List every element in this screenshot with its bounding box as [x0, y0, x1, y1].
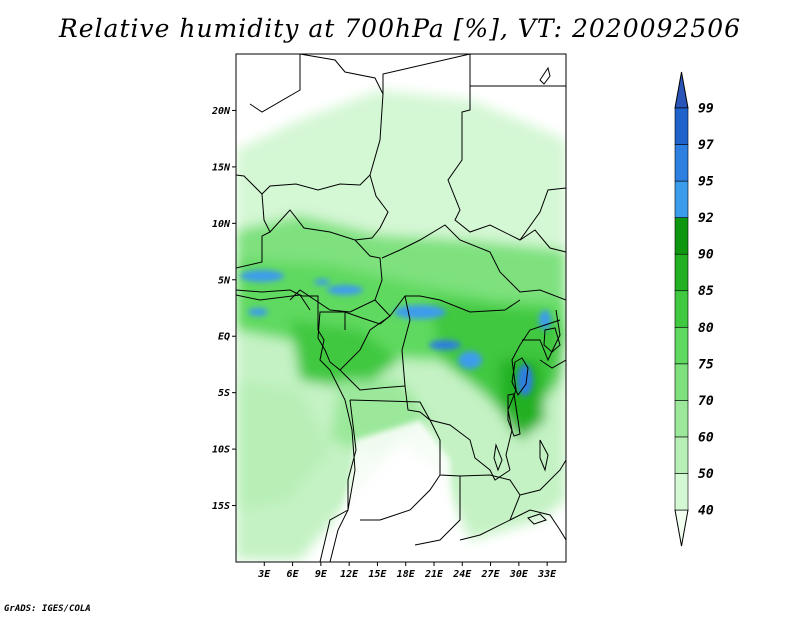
longitude-ticks: 3E 6E 9E 12E 15E 18E 21E 24E 27E 30E 33E	[257, 562, 557, 580]
colorbar-bottom-triangle	[674, 509, 689, 547]
colorbar-level-label: 50	[698, 467, 714, 482]
lat-tick-label: 5S	[218, 388, 230, 399]
coastline	[236, 66, 551, 562]
colorbar-level-label: 90	[698, 248, 714, 263]
colorbar-level-label: 60	[698, 430, 714, 445]
humidity-field	[236, 54, 566, 562]
colorbar-level-label: 85	[698, 284, 714, 299]
colorbar-top-triangle	[674, 71, 689, 109]
lat-tick-label: 10N	[212, 219, 231, 230]
lon-tick-label: 9E	[315, 569, 328, 580]
lat-tick-label: 10S	[212, 445, 230, 456]
colorbar: 40 50 60 70 75 80 85 90 92 95 97 99	[674, 71, 714, 547]
colorbar-band	[674, 363, 689, 401]
colorbar-band	[674, 326, 689, 365]
lon-tick-label: 30E	[509, 569, 529, 580]
colorbar-level-label: 75	[698, 357, 714, 372]
lat-tick-label: EQ	[218, 332, 230, 343]
colorbar-level-label: 70	[698, 394, 714, 409]
lon-tick-label: 3E	[257, 569, 271, 580]
colorbar-band	[674, 107, 689, 145]
lon-tick-label: 15E	[368, 569, 387, 580]
colorbar-band	[674, 290, 689, 328]
map-title: Relative humidity at 700hPa [%], VT: 202…	[58, 14, 742, 43]
colorbar-band	[674, 253, 689, 292]
credit-text: GrADS: IGES/COLA	[4, 604, 91, 614]
lakes	[493, 327, 561, 525]
colorbar-level-label: 40	[698, 504, 714, 519]
lon-tick-label: 24E	[452, 569, 472, 580]
colorbar-level-label: 99	[698, 102, 714, 117]
lon-tick-label: 12E	[340, 569, 359, 580]
lon-tick-label: 27E	[481, 569, 501, 580]
colorbar-band	[674, 144, 689, 182]
lon-tick-label: 21E	[424, 569, 444, 580]
lat-tick-label: 15S	[212, 501, 230, 512]
colorbar-band	[674, 217, 689, 255]
lon-tick-label: 33E	[537, 569, 557, 580]
lon-tick-label: 6E	[287, 569, 300, 580]
country-borders	[236, 54, 566, 562]
colorbar-level-label: 97	[698, 138, 714, 153]
colorbar-band	[674, 436, 689, 474]
colorbar-level-label: 80	[698, 321, 714, 336]
lat-tick-label: 5N	[218, 275, 231, 286]
colorbar-band	[674, 473, 689, 511]
colorbar-band	[674, 180, 689, 218]
colorbar-band	[674, 400, 689, 438]
colorbar-level-label: 95	[698, 175, 714, 190]
latitude-ticks: 20N 15N 10N 5N EQ 5S 10S 15S	[211, 106, 236, 512]
colorbar-level-label: 92	[698, 211, 714, 226]
lat-tick-label: 20N	[211, 106, 231, 117]
lat-tick-label: 15N	[212, 162, 231, 173]
lon-tick-label: 18E	[397, 569, 416, 580]
map-frame	[235, 53, 567, 563]
